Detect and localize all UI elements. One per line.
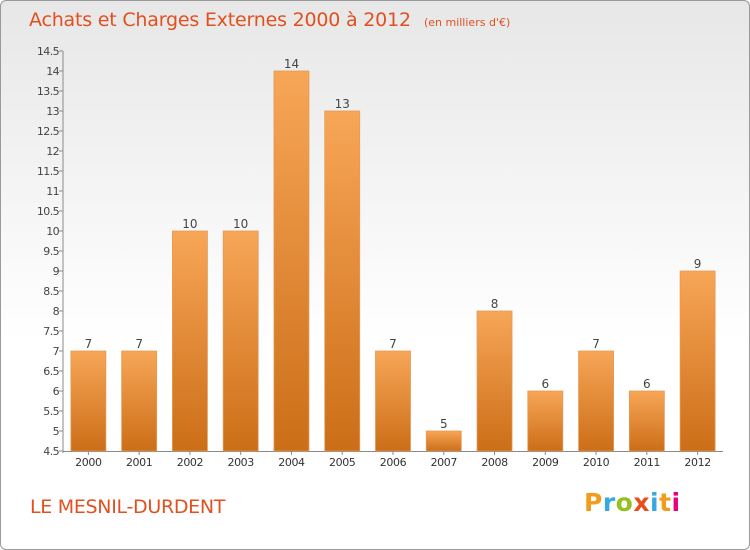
y-tick-label: 13.5 bbox=[37, 85, 60, 98]
bar bbox=[375, 350, 411, 452]
bar bbox=[273, 70, 310, 452]
y-tick-label: 12 bbox=[46, 145, 59, 158]
chart-subtitle: (en milliers d'€) bbox=[423, 16, 511, 29]
data-label: 7 bbox=[135, 337, 143, 351]
y-tick-label: 6 bbox=[53, 385, 60, 398]
x-tick-label: 2006 bbox=[380, 456, 407, 469]
bar bbox=[679, 270, 716, 452]
bar bbox=[425, 430, 462, 452]
logo-letter: x bbox=[633, 488, 650, 517]
proxiti-logo[interactable]: P r o x i t i bbox=[584, 490, 681, 515]
data-label: 7 bbox=[592, 337, 600, 351]
data-label: 5 bbox=[440, 417, 448, 431]
x-tick-label: 2005 bbox=[329, 456, 356, 469]
y-tick-label: 11.5 bbox=[37, 165, 60, 178]
logo-letter: t bbox=[659, 488, 672, 517]
x-tick-label: 2000 bbox=[75, 456, 102, 469]
data-label: 7 bbox=[85, 337, 93, 351]
logo-letter: i bbox=[671, 488, 681, 517]
x-tick-label: 2009 bbox=[532, 456, 559, 469]
y-tick-label: 12.5 bbox=[37, 125, 60, 138]
x-tick-label: 2011 bbox=[634, 456, 660, 469]
data-label: 8 bbox=[491, 297, 499, 311]
x-tick-label: 2004 bbox=[278, 456, 305, 469]
x-tick-label: 2010 bbox=[583, 456, 610, 469]
logo-letter: i bbox=[650, 488, 660, 517]
y-tick-label: 14 bbox=[46, 65, 59, 78]
bar bbox=[476, 310, 513, 452]
y-tick-label: 4.5 bbox=[43, 445, 59, 458]
logo-letter: r bbox=[602, 488, 616, 517]
data-label: 7 bbox=[389, 337, 397, 351]
x-tick-label: 2001 bbox=[126, 456, 152, 469]
logo-letter: P bbox=[584, 488, 603, 517]
y-tick-label: 10.5 bbox=[37, 205, 60, 218]
y-tick-label: 10 bbox=[46, 225, 59, 238]
data-label: 14 bbox=[284, 57, 299, 71]
y-tick-label: 9 bbox=[53, 265, 60, 278]
bar bbox=[222, 230, 259, 452]
data-label: 10 bbox=[233, 217, 248, 231]
y-tick-label: 5 bbox=[53, 425, 60, 438]
bar bbox=[70, 350, 107, 452]
y-tick-label: 11 bbox=[46, 185, 59, 198]
x-tick-label: 2008 bbox=[481, 456, 508, 469]
location-label: LE MESNIL-DURDENT bbox=[30, 496, 226, 518]
y-tick-label: 6.5 bbox=[43, 365, 59, 378]
bar bbox=[578, 350, 614, 452]
data-label: 13 bbox=[335, 97, 350, 111]
bar bbox=[628, 390, 665, 452]
chart-header: Achats et Charges Externes 2000 à 2012 (… bbox=[29, 9, 510, 31]
x-tick-label: 2003 bbox=[227, 456, 254, 469]
y-tick-label: 13 bbox=[46, 105, 59, 118]
data-label: 10 bbox=[182, 217, 197, 231]
x-tick-label: 2007 bbox=[431, 456, 458, 469]
x-tick-label: 2002 bbox=[177, 456, 203, 469]
y-tick-label: 7 bbox=[53, 345, 60, 358]
data-label: 6 bbox=[541, 377, 549, 391]
chart-title: Achats et Charges Externes 2000 à 2012 bbox=[29, 9, 411, 31]
y-tick-label: 8.5 bbox=[43, 285, 59, 298]
x-tick-label: 2012 bbox=[684, 456, 710, 469]
data-label: 9 bbox=[694, 257, 702, 271]
y-tick-label: 5.5 bbox=[43, 405, 59, 418]
bar bbox=[527, 390, 564, 452]
bar bbox=[324, 110, 361, 452]
y-tick-label: 9.5 bbox=[43, 245, 59, 258]
y-tick-label: 14.5 bbox=[37, 45, 60, 58]
y-tick-label: 7.5 bbox=[43, 325, 59, 338]
data-label: 6 bbox=[643, 377, 651, 391]
y-tick-label: 8 bbox=[53, 305, 60, 318]
bar bbox=[172, 230, 208, 452]
bar bbox=[121, 350, 158, 452]
logo-letter: o bbox=[615, 488, 634, 517]
